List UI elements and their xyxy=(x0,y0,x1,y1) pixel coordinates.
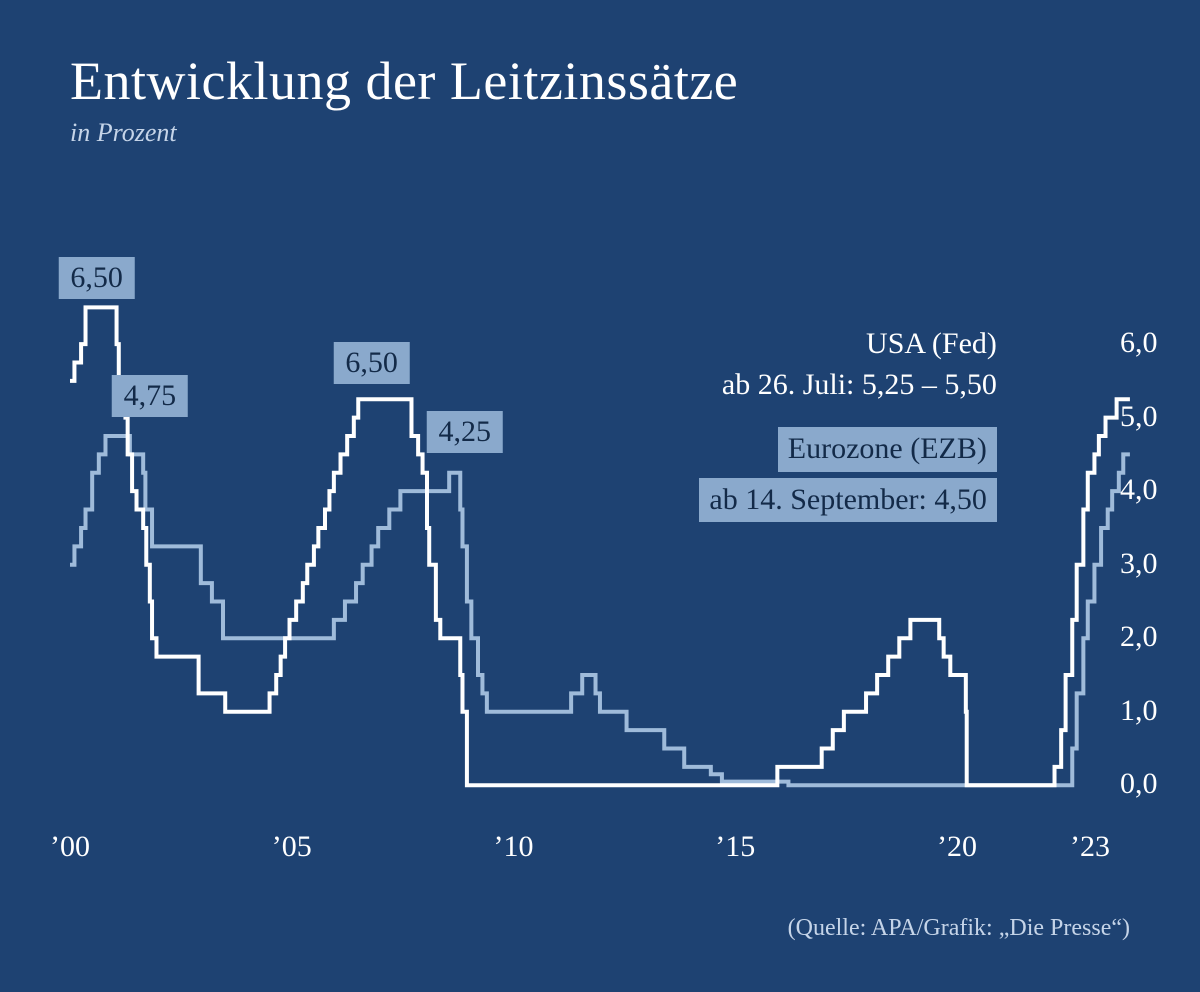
value-callout: 6,50 xyxy=(58,257,135,299)
y-tick-label: 0,0 xyxy=(1120,767,1158,801)
y-tick-label: 4,0 xyxy=(1120,473,1158,507)
value-callout: 6,50 xyxy=(333,342,410,384)
legend-usa: USA (Fed)ab 26. Juli: 5,25 – 5,50 xyxy=(722,324,997,405)
y-tick-label: 6,0 xyxy=(1120,326,1158,360)
source-credit: (Quelle: APA/Grafik: „Die Presse“) xyxy=(788,915,1130,942)
legend-usa-name: USA (Fed) xyxy=(722,324,997,365)
x-tick-label: ’10 xyxy=(483,830,543,864)
value-callout: 4,25 xyxy=(426,411,503,453)
y-tick-label: 2,0 xyxy=(1120,620,1158,654)
x-tick-label: ’20 xyxy=(927,830,987,864)
x-tick-label: ’23 xyxy=(1060,830,1120,864)
y-tick-label: 5,0 xyxy=(1120,400,1158,434)
legend-euro: Eurozone (EZB) ab 14. September: 4,50 xyxy=(699,427,996,522)
chart-title: Entwicklung der Leitzinssätze xyxy=(70,50,738,112)
chart-subtitle: in Prozent xyxy=(70,118,177,148)
legend-usa-detail: ab 26. Juli: 5,25 – 5,50 xyxy=(722,365,997,406)
x-tick-label: ’00 xyxy=(40,830,100,864)
legend-euro-detail: ab 14. September: 4,50 xyxy=(699,478,996,523)
y-tick-label: 3,0 xyxy=(1120,547,1158,581)
y-tick-label: 1,0 xyxy=(1120,694,1158,728)
value-callout: 4,75 xyxy=(112,375,189,417)
x-tick-label: ’05 xyxy=(262,830,322,864)
x-tick-label: ’15 xyxy=(705,830,765,864)
legend-euro-name: Eurozone (EZB) xyxy=(778,427,997,472)
